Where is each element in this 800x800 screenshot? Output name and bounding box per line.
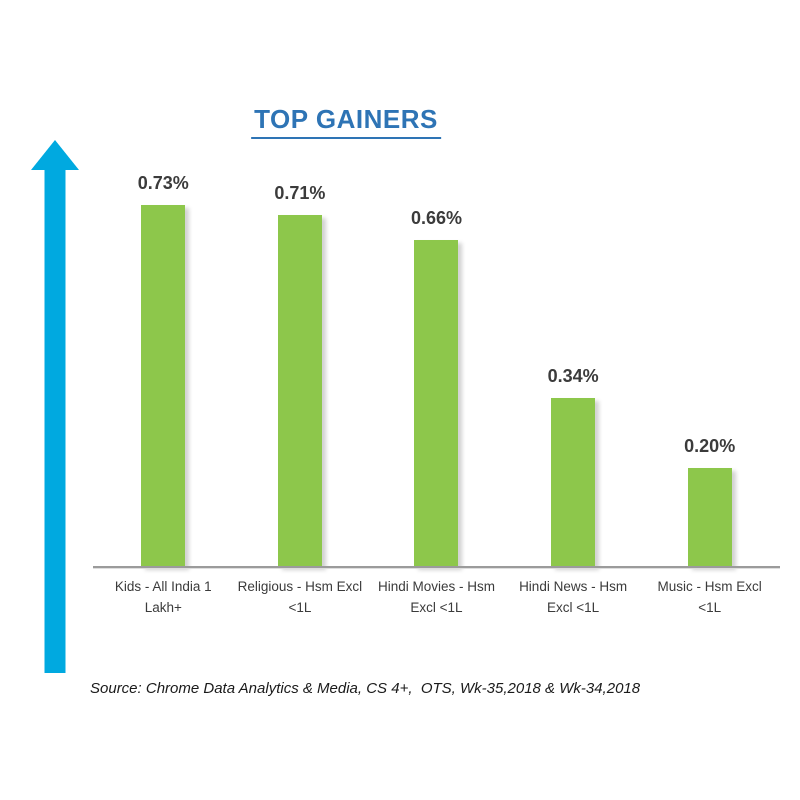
bar-slot: 0.34% (505, 160, 642, 567)
bar-slot: 0.66% (368, 160, 505, 567)
bar-value-label: 0.66% (410, 208, 462, 228)
x-axis-tick-label: Music - Hsm Excl <1L (657, 579, 762, 615)
bar (414, 240, 459, 567)
chart-title: TOP GAINERS (251, 104, 441, 139)
bar (551, 398, 596, 567)
bar (141, 205, 186, 567)
up-arrow-icon (31, 140, 79, 673)
up-arrow-shaft (44, 168, 66, 673)
plot-area: 0.73% 0.71% 0.66% 0.34% 0.20% (95, 160, 778, 567)
x-axis-tick-label: Hindi Movies - Hsm Excl <1L (377, 579, 495, 615)
x-axis-tick-label: Hindi News - Hsm Excl <1L (519, 579, 628, 615)
bar-value-label: 0.73% (137, 173, 189, 193)
source-note: Source: Chrome Data Analytics & Media, C… (90, 680, 641, 697)
up-arrow-head (31, 140, 79, 170)
bar (687, 468, 732, 567)
x-axis-line (93, 566, 780, 569)
bar-slot: 0.73% (95, 160, 232, 567)
bar (277, 215, 322, 567)
x-axis-tick-label: Religious - Hsm Excl <1L (237, 579, 363, 615)
bar-value-label: 0.71% (274, 183, 326, 203)
x-axis-tick-label: Kids - All India 1 Lakh+ (114, 579, 212, 615)
bar-slot: 0.20% (641, 160, 778, 567)
bar-value-label: 0.34% (547, 366, 599, 386)
bar-value-label: 0.20% (684, 436, 736, 456)
bar-slot: 0.71% (232, 160, 369, 567)
x-axis-tick-labels: Kids - All India 1 Lakh+ Religious - Hsm … (95, 577, 778, 619)
